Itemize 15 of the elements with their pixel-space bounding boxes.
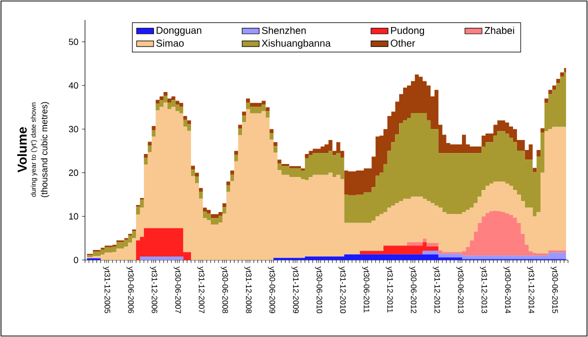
- legend-label: Dongguan: [156, 26, 202, 36]
- y-tick-label: 10: [69, 213, 78, 220]
- legend-label: Pudong: [391, 26, 424, 36]
- y-tick-label: 40: [68, 82, 78, 89]
- y-tick-label: 0: [74, 256, 78, 264]
- text: (thousand cubic metres): [40, 102, 50, 198]
- y-axis-title: Volume: [17, 127, 27, 172]
- legend-label: Xishuangbanna: [262, 39, 331, 49]
- y-tick-label: 20: [68, 170, 78, 176]
- legend-label: Other: [390, 39, 416, 47]
- y-tick-label: 50: [68, 38, 78, 45]
- legend-label: Simao: [156, 39, 184, 47]
- y-tick-label: 30: [68, 126, 78, 132]
- legend-label: Shenzhen: [262, 26, 306, 34]
- legend-label: Zhabei: [484, 26, 514, 34]
